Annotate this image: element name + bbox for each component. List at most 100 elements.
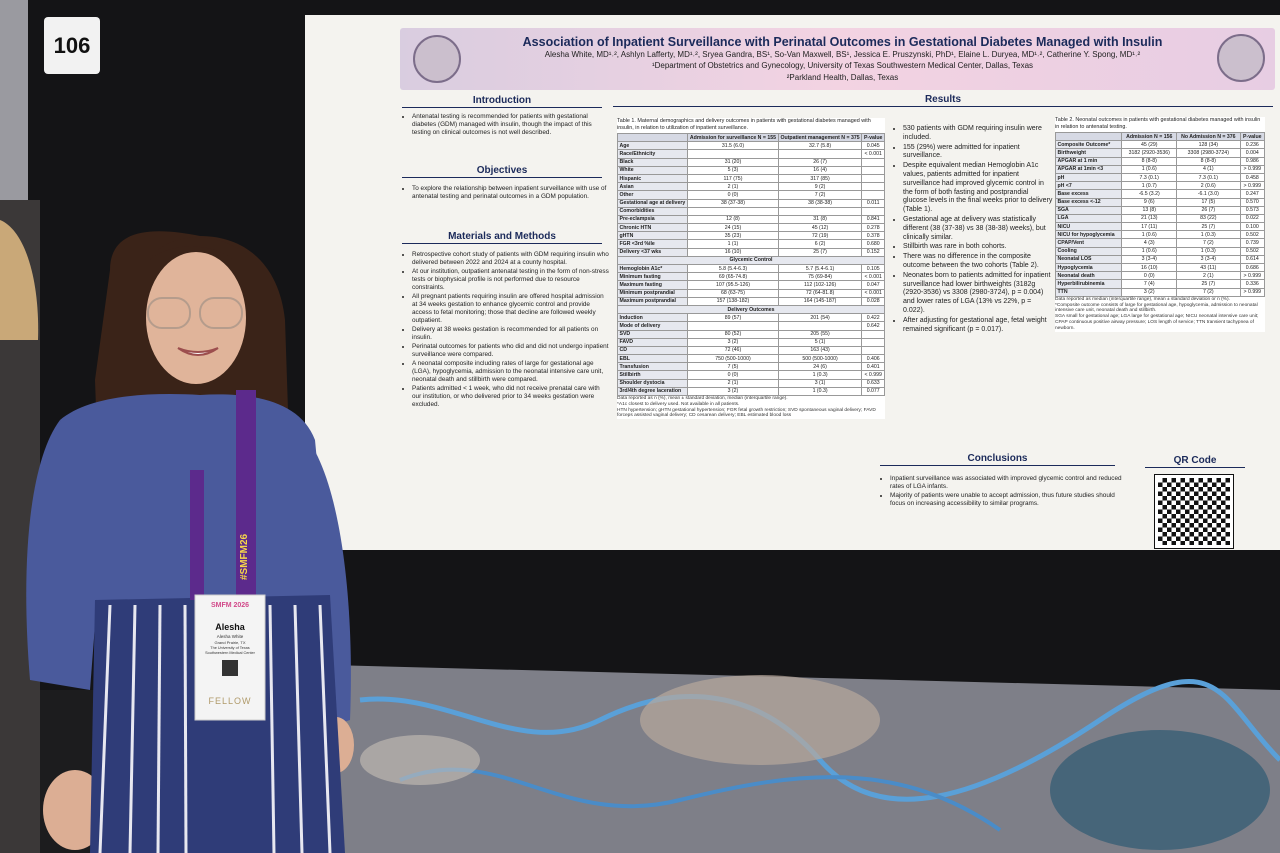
bystander-hair [0,220,39,340]
poster-title: Association of Inpatient Surveillance wi… [522,35,1163,49]
badge-event: SMFM 2026 [210,602,250,609]
bullet: Perinatal outcomes for patients who did … [412,343,610,359]
bullet-list: Inpatient surveillance was associated wi… [880,475,1125,509]
glasses [199,297,243,329]
carpet-pattern [399,767,1002,832]
arm [300,430,351,730]
bullet: Neonates born to patients admitted for i… [903,272,1053,316]
table-note: Data reported as n (%), mean ± standard … [617,396,788,401]
bullet: Gestational age at delivery was statisti… [903,216,1053,242]
badge-full-name: Alesha White [216,634,244,639]
section-heading: Materials and Methods [402,231,602,244]
bullet: A neonatal composite including rates of … [412,360,610,384]
table-row: APGAR at 1 min 8 (8-8) 8 (8-8) 0.986 [1054,156,1266,166]
badge-name: Alesha [215,622,245,632]
table-row: SVD 80 (52) 205 (55) [616,329,885,339]
authors: Alesha White, MD¹˒², Ashlyn Lafferty, MD… [544,50,1141,59]
bullet-list: 530 patients with GDM requiring insulin … [893,125,1053,335]
table-row: Shoulder dystocia 2 (1) 3 (1) 0.633 [616,378,885,388]
badge-location: Grand Prairie, TX [214,640,246,645]
affiliation: ²Parkland Health, Dallas, Texas [786,73,899,82]
bullet: At our institution, outpatient antenatal… [412,268,610,292]
window [0,0,30,200]
bullet: Delivery at 38 weeks gestation is recomm… [412,326,610,342]
bullet: There was no difference in the composite… [903,253,1053,271]
bullet: Despite equivalent median Hemoglobin A1c… [903,162,1053,215]
logo [1217,34,1265,82]
table-row: Delivery <37 wks 16 (10) 25 (7) 0.152 [616,247,885,257]
carpet-pattern [359,678,1280,802]
carpet-pattern [640,675,880,765]
cell: 0.077 [861,386,885,397]
table-caption: Table 2. Neonatal outcomes in patients w… [1055,117,1261,130]
bullet: 530 patients with GDM requiring insulin … [903,125,1053,143]
table-row: Gestational age at delivery 38 (37-38) 38 … [616,198,885,208]
logo [413,35,461,83]
table-note: *A1c closest to delivery used. Not avail… [617,401,740,407]
bullet: Stillbirth was rare in both cohorts. [903,243,1053,252]
glasses [147,297,191,329]
section-heading: Conclusions [880,453,1115,466]
section-heading: QR Code [1145,455,1245,468]
badge-ribbon: FELLOW [208,696,252,706]
poster-header: Association of Inpatient Surveillance wi… [400,28,1275,90]
bullet: After adjusting for gestational age, fet… [903,317,1053,335]
table-header-row: Admission for surveillance N = 155 Outpat… [616,132,885,143]
poster: Association of Inpatient Surveillance wi… [305,15,1280,550]
table-row: Maximum postprandial 157 (138-182) 164 (14… [616,296,885,306]
table-caption: Table 1. Maternal demographics and deliv… [617,118,871,131]
table: Admission for surveillance N = 155 Outpat… [616,132,885,397]
bullet: Inpatient surveillance was associated wi… [890,475,1125,491]
section-heading: Objectives [402,165,602,178]
hair-fringe [150,237,245,275]
affiliation: ¹Department of Obstetrics and Gynecology… [651,61,1034,70]
badge-institution: The University of Texas Southwestern Med… [205,646,255,655]
table-row: SGA 13 (8) 26 (7) 0.573 [1054,205,1266,215]
bullet: Majority of patients were unable to acce… [890,492,1125,508]
bullet: To explore the relationship between inpa… [412,185,610,201]
table-row: CD 72 (46) 163 (43) [616,345,885,356]
board-number: 106 [44,17,100,74]
table-row: TTN 3 (2) 7 (2) > 0.999 [1054,287,1266,297]
cell: > 0.999 [1239,287,1266,297]
bullet: Patients admitted < 1 week, who did not … [412,385,610,409]
qr-code [1154,474,1234,549]
badge [194,594,266,721]
bullet: All pregnant patients requiring insulin … [412,293,610,325]
table-note: HTN hypertension; gHTN gestational hyper… [617,407,876,419]
table-block: Table 1. Maternal demographics and deliv… [616,118,885,420]
cell: 3 (2) [1121,287,1178,297]
table: Admission N = 156 No Admission N = 376 P-v… [1054,131,1266,297]
bullet-list: Retrospective cohort study of patients w… [402,251,610,410]
bullet: Antenatal testing is recommended for pat… [412,113,610,137]
table-note: SGA small for gestational age; LGA large… [1055,314,1259,331]
table-row: Cooling 1 (0.6) 1 (0.3) 0.502 [1054,246,1266,256]
table-note: Data reported as median (interquartile r… [1055,296,1230,302]
cell: 1 (0.3) [777,386,863,397]
lanyard-text: #SMFM26 [239,533,250,580]
row-label: TTN [1054,287,1123,297]
badge-qr [222,660,238,676]
row-label: 3rd/4th degree laceration [616,386,689,397]
bullet-list: Antenatal testing is recommended for pat… [402,113,610,138]
lanyard [236,390,256,600]
table-note: *Composite outcome consists of large for… [1055,302,1258,314]
skirt-stripes [98,604,332,853]
bullet: Retrospective cohort study of patients w… [412,251,610,267]
arm [26,420,100,690]
bullet-list: To explore the relationship between inpa… [402,185,610,202]
table-row: FAVD 3 (2) 5 (1) [616,337,885,347]
section-heading: Introduction [402,95,602,108]
bullet: 155 (29%) were admitted for inpatient su… [903,144,1053,162]
face [146,252,246,384]
smile [177,347,219,356]
lanyard [190,470,204,600]
carpet-pattern [360,735,480,785]
table-block: Table 2. Neonatal outcomes in patients w… [1054,117,1266,332]
table-row: NICU 17 (11) 25 (7) 0.100 [1054,222,1266,232]
table-row: 3rd/4th degree laceration 3 (2) 1 (0.3) 0.0… [616,386,885,397]
section-heading: Results [613,94,1273,107]
table-row: Other 0 (0) 7 (2) [616,190,885,200]
